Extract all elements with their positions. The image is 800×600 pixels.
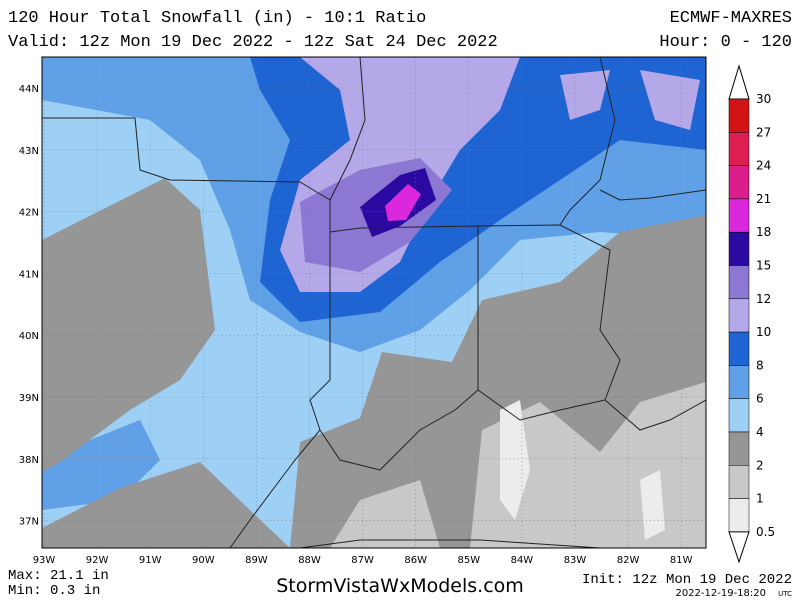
timestamp-unit: UTC: [778, 590, 792, 598]
lon-label: 89W: [245, 555, 268, 566]
timestamp: 2022-12-19-18:20: [675, 588, 766, 599]
lon-label: 82W: [617, 555, 640, 566]
lon-label: 92W: [86, 555, 109, 566]
colorbar-label: 18: [756, 225, 771, 239]
lat-label: 38N: [19, 455, 39, 466]
lat-label: 39N: [19, 393, 39, 404]
colorbar-label: 10: [756, 325, 771, 339]
lon-label: 93W: [33, 555, 56, 566]
colorbar-segment: [728, 132, 750, 166]
colorbar-segment: [728, 398, 750, 433]
lon-label: 91W: [139, 555, 162, 566]
colorbar-label: 27: [756, 125, 771, 139]
site: StormVistaWxModels.com: [276, 575, 524, 597]
colorbar-label: 2: [756, 458, 764, 472]
colorbar-label: 8: [756, 358, 764, 372]
colorbar-label: 24: [756, 159, 771, 173]
colorbar-label: 0.5: [756, 525, 775, 539]
lon-label: 90W: [192, 555, 215, 566]
min-value: Min: 0.3 in: [8, 583, 100, 599]
map: [42, 57, 706, 548]
max-value: Max: 21.1 in: [8, 568, 109, 584]
lon-label: 84W: [511, 555, 534, 566]
lon-label: 85W: [457, 555, 480, 566]
colorbar-label: 6: [756, 392, 764, 406]
hours: Hour: 0 - 120: [659, 33, 792, 52]
colorbar-segment: [728, 331, 750, 366]
colorbar-cap: [728, 531, 750, 564]
lon-label: 86W: [404, 555, 427, 566]
colorbar-label: 1: [756, 492, 764, 506]
colorbar-segment: [728, 365, 750, 399]
colorbar-label: 30: [756, 92, 771, 106]
lat-label: 37N: [19, 517, 39, 528]
lat-label: 44N: [19, 84, 39, 95]
colorbar-label: 21: [756, 192, 771, 206]
colorbar-segment: [728, 198, 750, 233]
lat-label: 42N: [19, 208, 39, 219]
lat-label: 41N: [19, 269, 39, 280]
init: Init: 12z Mon 19 Dec 2022: [582, 572, 792, 588]
lat-label: 40N: [19, 331, 39, 342]
colorbar-segment: [728, 165, 750, 200]
colorbar-cap: [728, 64, 750, 100]
colorbar-segment: [728, 498, 750, 533]
title: 120 Hour Total Snowfall (in) - 10:1 Rati…: [8, 9, 426, 28]
colorbar-label: 4: [756, 425, 764, 439]
lon-label: 81W: [670, 555, 693, 566]
lon-label: 87W: [351, 555, 374, 566]
model: ECMWF-MAXRES: [670, 9, 792, 28]
lat-label: 43N: [19, 146, 39, 157]
colorbar-segment: [728, 465, 750, 499]
colorbar-label: 15: [756, 259, 771, 273]
colorbar-segment: [728, 265, 750, 300]
lon-label: 83W: [564, 555, 587, 566]
colorbar-segment: [728, 98, 750, 133]
colorbar-segment: [728, 298, 750, 333]
colorbar-segment: [728, 231, 750, 266]
map-frame: [41, 56, 707, 549]
lon-label: 88W: [298, 555, 321, 566]
colorbar-label: 12: [756, 292, 771, 306]
valid-period: Valid: 12z Mon 19 Dec 2022 - 12z Sat 24 …: [8, 33, 498, 52]
colorbar-segment: [728, 431, 750, 466]
